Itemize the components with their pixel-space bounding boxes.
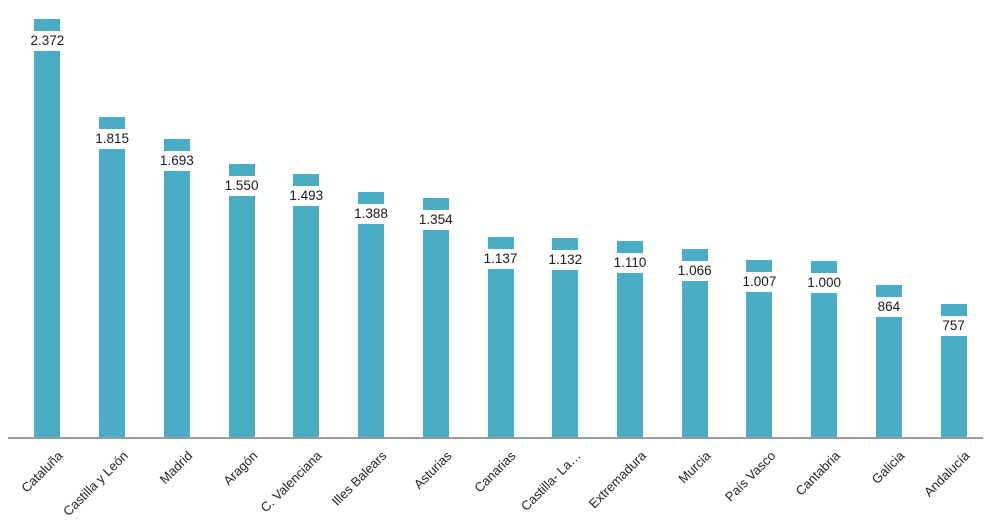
bar-cap-segment: [163, 139, 190, 151]
bar-cap-segment: [99, 117, 126, 129]
x-axis-label: Castilla y León: [59, 448, 131, 519]
bar-body-segment: [228, 196, 255, 437]
bar-cap-segment: [940, 304, 967, 316]
bar-body-segment: [99, 149, 126, 437]
x-axis-label: Extremadura: [585, 448, 649, 512]
x-axis-label: Asturias: [410, 448, 455, 492]
x-axis-label: Illes Balears: [328, 448, 390, 509]
bar-column: 1.007 País Vasco: [722, 0, 792, 504]
plot-area: 2.372 Cataluña 1.815 Castilla y León 1.693 Ma…: [15, 0, 986, 519]
bar-column: 1.550 Aragón: [209, 0, 274, 488]
bar: 1.110: [614, 241, 646, 437]
bar: 1.066: [678, 249, 712, 437]
bar: 2.372: [30, 19, 64, 437]
bar-value-label: 1.137: [483, 251, 518, 266]
x-axis-label: Cantabria: [792, 448, 843, 499]
bar: 1.550: [225, 164, 258, 437]
bar: 1.354: [419, 198, 453, 437]
bar-column: 1.354 Asturias: [403, 0, 468, 492]
bar-column: 1.110 Extremadura: [585, 0, 663, 511]
bar-cap-segment: [875, 285, 902, 297]
bar-cap-segment: [358, 192, 385, 204]
bar: 1.693: [160, 139, 194, 437]
bar: 1.493: [289, 174, 323, 437]
bar: 864: [875, 285, 902, 437]
bar-body-segment: [940, 336, 967, 437]
bar-body-segment: [552, 270, 579, 437]
bar-value-label: 1.000: [807, 275, 842, 290]
x-axis-label: Aragón: [219, 448, 261, 489]
bar-value-label: 1.815: [95, 131, 129, 146]
bar-value-label: 757: [942, 318, 965, 333]
bar-body-segment: [358, 224, 385, 437]
bar-value-label: 1.693: [159, 153, 194, 168]
bar-body-segment: [746, 292, 773, 437]
bar-cap-segment: [746, 260, 773, 272]
bar: 1.137: [484, 237, 517, 437]
bar-cap-segment: [681, 249, 708, 261]
bar-body-segment: [163, 171, 190, 437]
bar-column: 1.137 Canarias: [468, 0, 533, 495]
bar-cap-segment: [228, 164, 255, 176]
x-axis-label: Cataluña: [18, 448, 66, 496]
bar-value-label: 2.372: [30, 33, 65, 48]
x-axis-label: Murcia: [675, 448, 714, 487]
bar-column: 1.388 Illes Balears: [329, 0, 404, 509]
x-axis-label: C. Valenciana: [257, 448, 325, 516]
bar-body-segment: [422, 230, 449, 437]
x-axis-label: Canarias: [471, 448, 520, 496]
bar-value-label: 864: [877, 299, 901, 314]
bar-cap-segment: [293, 174, 320, 186]
bar-cap-segment: [811, 261, 838, 273]
bar-column: 1.066 Murcia: [662, 0, 727, 486]
bar-column: 757 Andalucía: [921, 0, 986, 499]
bar-column: 1.493 C. Valenciana: [258, 0, 339, 515]
bar-cap-segment: [487, 237, 514, 249]
bar-body-segment: [34, 51, 61, 437]
bar-column: 1.000 Cantabria: [792, 0, 857, 498]
bar-cap-segment: [422, 198, 449, 210]
bar-value-label: 1.550: [224, 178, 259, 193]
bar-value-label: 1.066: [677, 263, 712, 278]
x-axis-label: Galicia: [868, 448, 908, 487]
bar-body-segment: [293, 206, 320, 437]
bar-value-label: 1.007: [742, 274, 777, 289]
bar-value-label: 1.132: [548, 252, 583, 267]
bar-column: 864 Galicia: [857, 0, 922, 487]
bar-value-label: 1.493: [289, 188, 324, 203]
bar-column: 2.372 Cataluña: [15, 0, 80, 495]
x-axis-label: Andalucía: [920, 448, 973, 500]
bar-body-segment: [616, 273, 643, 437]
bar: 1.132: [548, 238, 582, 437]
bar-column: 1.132 Castilla- La…: [518, 0, 598, 514]
bar: 757: [940, 304, 967, 437]
bar-value-label: 1.388: [354, 206, 388, 221]
bar-column: 1.815 Castilla y León: [60, 0, 145, 519]
bar-cap-segment: [616, 241, 643, 253]
bar-body-segment: [681, 281, 708, 437]
bar-value-label: 1.354: [418, 212, 453, 227]
x-axis-label: Castilla- La…: [518, 448, 584, 514]
bar-cap-segment: [552, 238, 579, 250]
bar-body-segment: [811, 293, 838, 437]
x-axis-line: [8, 437, 983, 439]
bar-body-segment: [487, 269, 514, 437]
bar: 1.388: [354, 192, 388, 437]
bar-column: 1.693 Madrid: [144, 0, 209, 487]
bar: 1.815: [95, 117, 129, 437]
bar: 1.007: [743, 260, 776, 437]
x-axis-label: Madrid: [156, 448, 196, 487]
bar-value-label: 1.110: [613, 255, 647, 270]
bar-cap-segment: [34, 19, 61, 31]
bar: 1.000: [807, 261, 841, 437]
bar-body-segment: [875, 317, 902, 437]
x-axis-label: País Vasco: [721, 448, 779, 505]
